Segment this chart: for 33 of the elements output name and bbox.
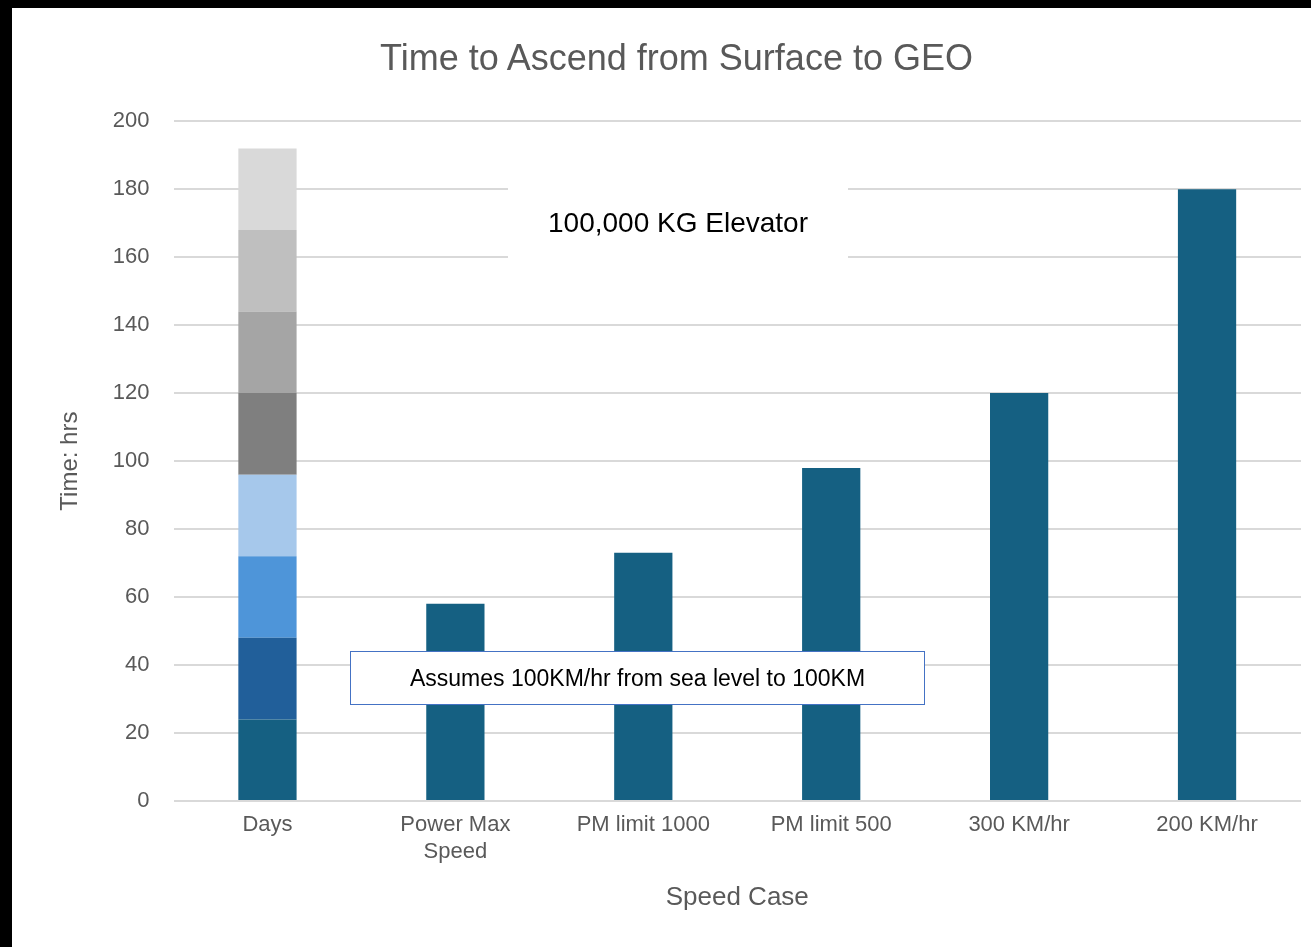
- x-tick-label: Days: [242, 811, 293, 837]
- y-tick-label: 80: [125, 515, 150, 541]
- bar: [238, 637, 297, 720]
- label-box: 100,000 KG Elevator: [508, 188, 848, 258]
- y-tick-label: 60: [125, 583, 150, 609]
- y-tick-label: 180: [112, 175, 150, 201]
- x-tick-label: PM limit 500: [770, 811, 892, 837]
- annotation: Assumes 100KM/hr from sea level to 100KM: [409, 664, 866, 692]
- annotation: 100,000 KG Elevator: [548, 207, 808, 239]
- x-tick-label: PM limit 1000: [576, 811, 710, 837]
- bar: [238, 393, 297, 475]
- x-axis-title: Speed Case: [665, 880, 809, 911]
- bar: [238, 311, 297, 394]
- callout-box: Assumes 100KM/hr from sea level to 100KM: [350, 651, 925, 705]
- y-tick-label: 120: [112, 379, 150, 405]
- y-tick-label: 200: [112, 107, 150, 133]
- y-tick-label: 140: [112, 311, 150, 337]
- bar: [238, 556, 297, 638]
- y-tick-label: 160: [112, 243, 150, 269]
- bar: [990, 393, 1049, 800]
- bar: [238, 474, 297, 557]
- y-axis-title: Time: hrs: [55, 411, 83, 511]
- y-tick-label: 0: [137, 787, 150, 813]
- bar: [238, 719, 297, 800]
- y-tick-label: 40: [125, 651, 150, 677]
- x-tick-label: Power Max Speed: [400, 811, 511, 863]
- bar: [1177, 189, 1237, 800]
- y-tick-label: 20: [125, 719, 150, 745]
- chart-title: Time to Ascend from Surface to GEO: [380, 36, 973, 78]
- x-tick-label: 200 KM/hr: [1156, 811, 1258, 837]
- x-tick-label: 300 KM/hr: [968, 811, 1070, 837]
- bar: [238, 229, 297, 312]
- y-tick-label: 100: [112, 447, 150, 473]
